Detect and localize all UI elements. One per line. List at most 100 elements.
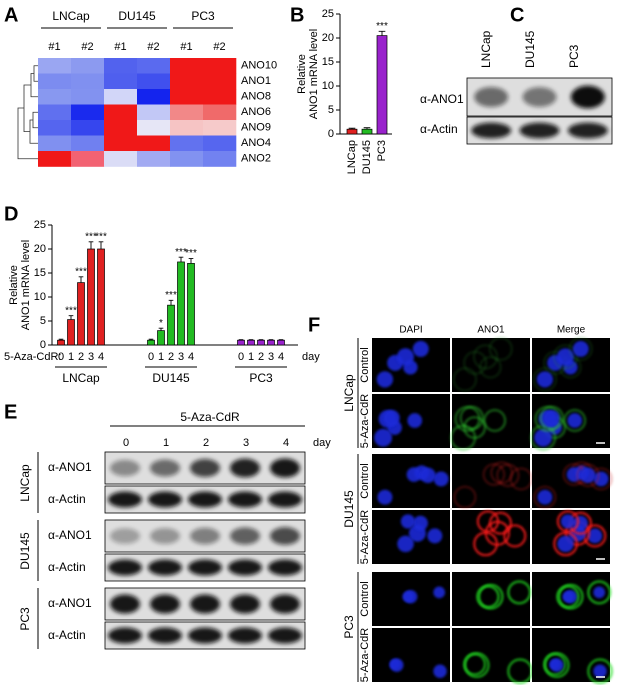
heatmap-cell: [170, 58, 204, 74]
replicate-label: #2: [213, 41, 225, 53]
heatmap-cell: [38, 151, 72, 167]
membrane: [503, 524, 527, 548]
condition-label: Control: [359, 347, 371, 382]
row-label: ANO8: [241, 91, 271, 103]
nucleus: [556, 348, 575, 366]
x-tick-label: 0: [58, 351, 64, 363]
nucleus: [407, 413, 423, 428]
error-bar: [68, 315, 74, 320]
blot-band: [188, 627, 222, 644]
row-label: ANO10: [241, 60, 277, 72]
error-bar: [188, 258, 194, 264]
replicate-label: #1: [114, 41, 126, 53]
day-label: 0: [123, 437, 129, 449]
x-tick-label: 4: [98, 351, 104, 363]
lane-label: DU145: [523, 30, 537, 68]
blot-row-label: α-Actin: [48, 628, 86, 642]
blot-band: [150, 528, 180, 544]
heatmap-cell: [203, 104, 237, 121]
panel-label: F: [308, 314, 320, 336]
heatmap-cell: [104, 120, 138, 136]
blot-band: [108, 559, 142, 576]
nucleus: [593, 471, 609, 487]
heatmap-cell: [71, 73, 105, 90]
x-tick-label: 1: [158, 351, 164, 363]
bar: [277, 339, 285, 346]
y-tick-label: 5: [40, 315, 46, 327]
bar: [177, 261, 185, 346]
error-bar: [88, 241, 94, 249]
heatmap-cell: [203, 120, 237, 136]
heatmap-cell: [71, 135, 105, 152]
x-axis-label: 5-Aza-CdR:: [4, 351, 61, 363]
heatmap-cell: [203, 151, 237, 167]
row-label: ANO9: [241, 122, 271, 134]
nucleus: [536, 371, 554, 388]
blot-band: [228, 491, 262, 508]
heatmap-cell: [137, 120, 171, 136]
blot-band: [188, 559, 222, 576]
y-tick-label: 25: [34, 219, 46, 231]
micrograph: [452, 628, 530, 682]
panel-label: B: [290, 4, 304, 26]
membrane: [459, 405, 484, 431]
bar: [361, 128, 373, 135]
blot-row-label: α-ANO1: [48, 596, 92, 610]
x-tick-label: 4: [278, 351, 284, 363]
heatmap-cell: [203, 135, 237, 152]
x-tick-label: 2: [168, 351, 174, 363]
error-bar: [58, 338, 64, 341]
x-tick-label: 3: [178, 351, 184, 363]
x-tick-label: 1: [68, 351, 74, 363]
membrane: [558, 583, 584, 610]
replicate-label: #1: [180, 41, 192, 53]
significance: *: [159, 318, 163, 329]
blot-band: [270, 594, 300, 614]
channel-label: ANO1: [477, 325, 505, 336]
membrane: [476, 585, 500, 609]
bar: [376, 35, 388, 135]
membrane: [587, 658, 613, 684]
heatmap-cell: [170, 135, 204, 152]
nucleus: [374, 428, 393, 447]
significance: ***: [175, 247, 187, 258]
y-axis-label: ANO1 mRNA level: [308, 29, 320, 119]
nucleus: [433, 471, 449, 487]
significance: ***: [85, 231, 97, 242]
channel-label: DAPI: [399, 325, 422, 336]
significance: ***: [65, 305, 77, 316]
x-tick-label: 2: [78, 351, 84, 363]
membrane: [472, 344, 499, 370]
y-axis-label: Relative: [8, 265, 20, 305]
error-bar: [158, 327, 164, 331]
heatmap-cell: [203, 89, 237, 105]
nucleus: [593, 664, 607, 678]
nucleus: [413, 515, 428, 531]
nucleus: [420, 467, 436, 484]
x-tick-label: DU145: [361, 140, 373, 174]
blot-band: [519, 122, 560, 139]
blot-band: [190, 459, 220, 477]
heatmap-cell: [104, 151, 138, 167]
x-tick-label: 0: [238, 351, 244, 363]
blot-band: [110, 459, 140, 477]
x-tick-label: 2: [258, 351, 264, 363]
micrograph: [452, 572, 530, 626]
heatmap-cell: [203, 58, 237, 74]
row-label: ANO4: [241, 137, 271, 149]
day-label: 3: [243, 437, 249, 449]
row-label: ANO2: [241, 153, 271, 165]
y-tick-label: 5: [328, 104, 334, 116]
blot-band: [230, 458, 260, 478]
blot-band: [268, 491, 302, 508]
heatmap-cell: [38, 73, 72, 90]
blot-band: [148, 559, 182, 576]
membrane: [482, 463, 506, 486]
membrane: [483, 409, 507, 432]
x-tick-label: LNCap: [346, 140, 358, 174]
panel-label: C: [510, 4, 524, 26]
x-tick-label: PC3: [376, 140, 388, 161]
membrane: [464, 652, 490, 678]
x-tick-label: 0: [148, 351, 154, 363]
membrane: [532, 367, 558, 392]
